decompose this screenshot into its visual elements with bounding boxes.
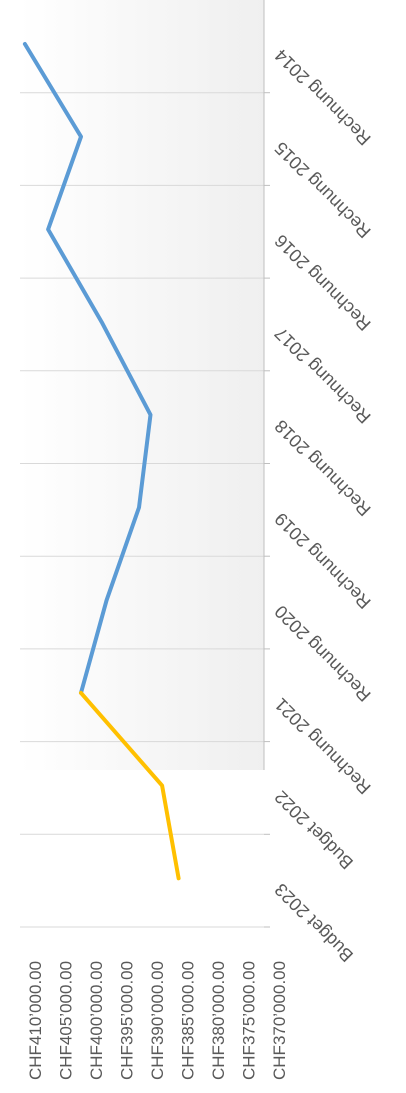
plot-area xyxy=(20,0,264,770)
value-axis-labels: CHF410’000.00 CHF405’000.00 CHF400’000.00 C… xyxy=(26,961,289,1080)
category-tick-label: Rechnung 2021 xyxy=(271,694,375,798)
value-tick-label: CHF375’000.00 xyxy=(240,961,259,1080)
category-tick-label: Rechnung 2017 xyxy=(271,323,375,427)
category-tick-label: Budget 2022 xyxy=(271,787,357,873)
category-tick-label: Rechnung 2015 xyxy=(271,138,375,242)
value-tick-label: CHF370’000.00 xyxy=(270,961,289,1080)
value-tick-label: CHF395’000.00 xyxy=(118,961,137,1080)
value-tick-label: CHF385’000.00 xyxy=(179,961,198,1080)
category-tick-label: Rechnung 2018 xyxy=(271,416,375,520)
series-line-2 xyxy=(79,690,181,881)
category-tick-label: Rechnung 2014 xyxy=(271,45,375,149)
gridlines xyxy=(20,92,270,928)
category-tick-label: Rechnung 2020 xyxy=(271,601,375,705)
value-tick-label: CHF380’000.00 xyxy=(209,961,228,1080)
value-tick-label: CHF410’000.00 xyxy=(26,961,45,1080)
category-tick-label: Rechnung 2016 xyxy=(271,231,375,335)
value-tick-label: CHF400’000.00 xyxy=(87,961,106,1080)
series-group xyxy=(22,42,181,881)
series-line-1 xyxy=(22,42,153,695)
value-tick-label: CHF405’000.00 xyxy=(57,961,76,1080)
category-tick-label: Rechnung 2019 xyxy=(271,509,375,613)
category-tick-label: Budget 2023 xyxy=(271,879,357,965)
value-tick-label: CHF390’000.00 xyxy=(148,961,167,1080)
